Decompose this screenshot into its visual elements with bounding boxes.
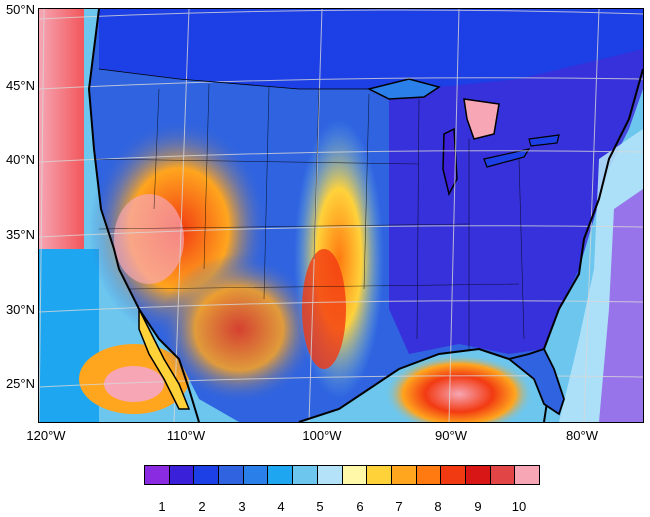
colorbar-cell [465,466,491,484]
florida-coastline [507,347,565,416]
colorbar-label-7: 7 [395,499,403,514]
canada-region [99,9,643,89]
baja-peninsula [138,308,191,410]
state-borders [93,83,525,349]
colorbar-cell [243,466,269,484]
lat-label-50n: 50°N [5,2,35,17]
east-coastline [543,68,643,350]
west-hot-area-2 [159,254,319,404]
plains-band [294,119,384,399]
texas-red [302,249,346,369]
colorbar-cell [293,466,318,484]
great-basin-spot [114,194,184,284]
graticule [39,9,643,422]
west-coastline [87,9,200,422]
lat-label-25n: 25°N [5,376,35,391]
lake-michigan [442,127,458,197]
colorbar-label-8: 8 [434,499,442,514]
colorbar-cell [367,466,392,484]
lon-label-120w: 120°W [26,428,66,443]
colorbar-cell [194,466,220,484]
colorbar-cell [342,466,368,484]
lat-label-45n: 45°N [5,78,35,93]
lat-label-35n: 35°N [5,227,35,242]
colorbar-label-4: 4 [277,499,285,514]
gulf-blob [384,354,534,422]
colorbar-cell [317,466,343,484]
colorbar-label-9: 9 [474,499,482,514]
baja-core [104,366,164,402]
lat-label-30n: 30°N [5,302,35,317]
colorbar-label-10: 10 [511,499,527,514]
colorbar-label-1: 1 [158,499,166,514]
colorbar-cell [145,466,170,484]
colorbar-label-5: 5 [316,499,324,514]
lake-erie [483,148,531,168]
colorbar-cell [441,466,466,484]
colorbar [144,465,540,485]
atlantic-purple [599,189,643,422]
lake-huron [463,98,500,140]
colorbar-label-6: 6 [356,499,364,514]
lat-label-40n: 40°N [5,152,35,167]
map-panel [38,8,644,423]
pacific-high-band [39,9,84,249]
colorbar-cell [391,466,417,484]
colorbar-cell [219,466,244,484]
colorbar-label-2: 2 [198,499,206,514]
lon-label-100w: 100°W [302,428,342,443]
colorbar-cell [268,466,294,484]
lon-label-90w: 90°W [435,428,467,443]
lon-label-110w: 110°W [166,428,206,443]
precipitation-map [39,9,643,422]
colorbar-cell [490,466,516,484]
colorbar-cell [515,466,539,484]
lake-superior [366,78,441,100]
colorbar-cell [169,466,195,484]
canada-border [98,68,369,90]
colorbar-cell [416,466,442,484]
colorbar-label-3: 3 [238,499,246,514]
lon-label-80w: 80°W [566,428,598,443]
lake-ontario [528,134,560,147]
